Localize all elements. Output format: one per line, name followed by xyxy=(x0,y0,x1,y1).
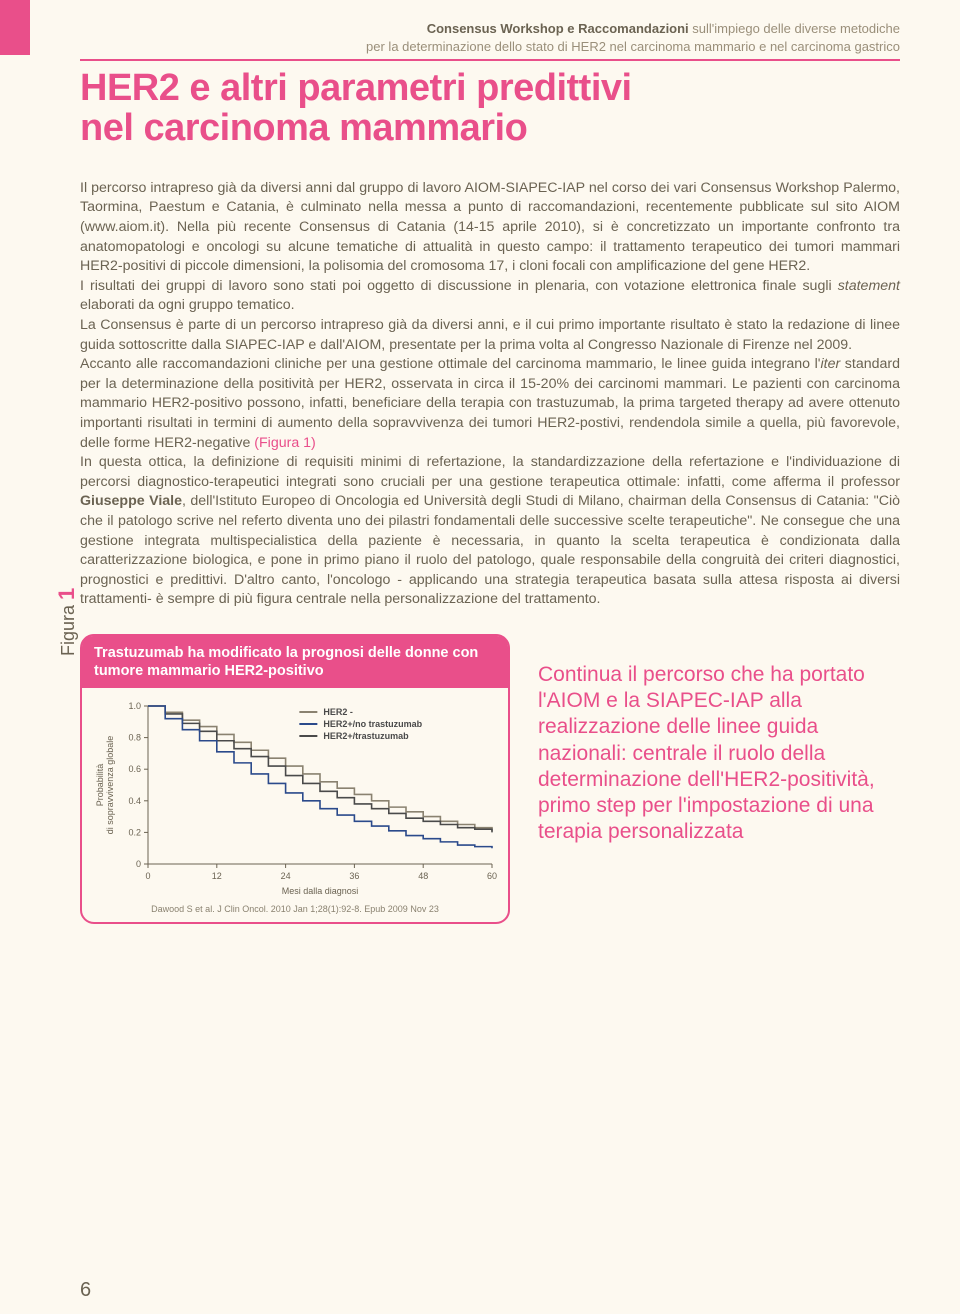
header: Consensus Workshop e Raccomandazioni sul… xyxy=(80,20,900,61)
svg-text:0: 0 xyxy=(145,871,150,881)
svg-text:Probabilitàdi sopravvivenza gl: Probabilitàdi sopravvivenza globale xyxy=(95,736,115,835)
header-rest1: sull'impiego delle diverse metodiche xyxy=(689,21,900,36)
figure-block: Figura 1 Trastuzumab ha modificato la pr… xyxy=(80,634,900,924)
svg-text:1.0: 1.0 xyxy=(128,701,141,711)
svg-text:HER2+/no trastuzumab: HER2+/no trastuzumab xyxy=(323,719,422,729)
header-text: Consensus Workshop e Raccomandazioni sul… xyxy=(80,20,900,61)
page-tab xyxy=(0,0,30,55)
figure-1: Figura 1 Trastuzumab ha modificato la pr… xyxy=(80,634,510,924)
svg-text:HER2+/trastuzumab: HER2+/trastuzumab xyxy=(323,731,409,741)
page-number: 6 xyxy=(80,1279,91,1302)
svg-text:0.4: 0.4 xyxy=(128,796,141,806)
svg-text:60: 60 xyxy=(487,871,497,881)
chart-area: 0 0.2 0.4 0.6 0.8 1.0 0 12 24 36 48 60 Mesi dalla di… xyxy=(82,688,508,904)
svg-text:0: 0 xyxy=(136,859,141,869)
svg-text:36: 36 xyxy=(349,871,359,881)
svg-text:HER2 -: HER2 - xyxy=(323,707,353,717)
figure-label: Figura 1 xyxy=(54,588,80,656)
survival-chart: 0 0.2 0.4 0.6 0.8 1.0 0 12 24 36 48 60 Mesi dalla di… xyxy=(92,698,500,898)
pull-quote: Continua il percorso che ha portato l'AI… xyxy=(538,634,900,846)
page-title: HER2 e altri parametri predittivi nel ca… xyxy=(80,69,900,149)
figure-caption: Dawood S et al. J Clin Oncol. 2010 Jan 1… xyxy=(82,904,508,922)
svg-text:12: 12 xyxy=(212,871,222,881)
svg-text:Mesi dalla diagnosi: Mesi dalla diagnosi xyxy=(282,886,359,896)
svg-text:48: 48 xyxy=(418,871,428,881)
svg-text:0.8: 0.8 xyxy=(128,733,141,743)
figure-title: Trastuzumab ha modificato la prognosi de… xyxy=(82,636,508,688)
header-bold: Consensus Workshop e Raccomandazioni xyxy=(427,21,689,36)
body-text: Il percorso intrapreso già da diversi an… xyxy=(80,179,900,610)
title-line2: nel carcinoma mammario xyxy=(80,107,527,149)
svg-text:0.2: 0.2 xyxy=(128,828,141,838)
title-line1: HER2 e altri parametri predittivi xyxy=(80,67,632,109)
svg-text:24: 24 xyxy=(281,871,291,881)
header-line2: per la determinazione dello stato di HER… xyxy=(366,39,900,54)
svg-text:0.6: 0.6 xyxy=(128,764,141,774)
